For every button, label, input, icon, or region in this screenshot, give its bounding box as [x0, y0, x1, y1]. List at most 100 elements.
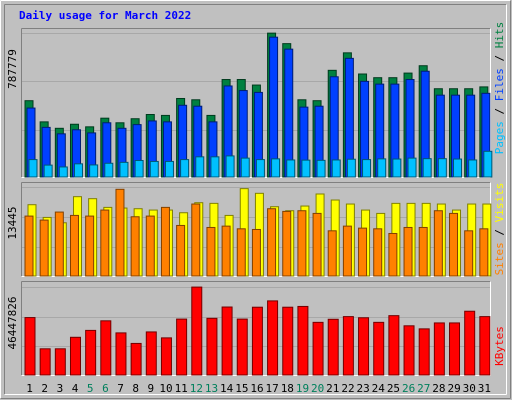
day-label: 24: [372, 382, 386, 395]
kbytes-bar: [479, 316, 491, 376]
label-hits: Hits: [493, 22, 506, 49]
bars-visitors: [24, 188, 492, 277]
sites-bar: [342, 225, 352, 277]
pages-bar: [331, 159, 341, 178]
sites-bar: [358, 227, 368, 277]
label-separator: /: [493, 48, 506, 68]
pages-bar: [104, 162, 114, 178]
day-label: 18: [281, 382, 294, 395]
pages-bar: [301, 159, 311, 178]
day-label: 3: [57, 382, 64, 395]
day-label: 17: [266, 382, 279, 395]
sites-bar: [267, 208, 277, 277]
kbytes-bar: [282, 306, 294, 376]
label-visits: Visits: [493, 183, 506, 223]
pages-bar: [453, 158, 463, 178]
label-kbytes: KBytes: [493, 326, 506, 366]
kbytes-bar: [267, 300, 279, 376]
sites-bar: [145, 215, 155, 277]
day-label: 20: [311, 382, 324, 395]
pages-bar: [164, 160, 174, 178]
pages-bar: [286, 159, 296, 178]
pages-bar: [58, 166, 68, 178]
kbytes-bar: [54, 348, 66, 376]
panel-max-label: 787779: [6, 49, 19, 89]
day-label: 15: [235, 382, 248, 395]
pages-bar: [134, 160, 144, 178]
pages-bar: [240, 157, 250, 178]
sites-bar: [297, 210, 307, 277]
label-files: Files: [493, 68, 506, 101]
day-label: 1: [26, 382, 33, 395]
day-label: 9: [148, 382, 155, 395]
sites-bar: [206, 226, 216, 277]
files-bar: [269, 36, 279, 178]
sites-bar: [464, 230, 474, 277]
kbytes-bar: [39, 348, 51, 376]
day-label: 28: [432, 382, 445, 395]
kbytes-bar: [115, 332, 127, 376]
pages-bar: [195, 156, 205, 178]
kbytes-bar: [85, 329, 97, 376]
frame-inner-bevel: [4, 4, 507, 395]
pages-bar: [362, 159, 372, 178]
label-pages: Pages: [493, 121, 506, 154]
kbytes-bar: [160, 337, 172, 376]
sites-bar: [236, 228, 246, 277]
pages-bar: [43, 164, 53, 178]
sites-bar: [403, 226, 413, 277]
bars-kbytes: [24, 286, 491, 376]
panel-visitors: 13445: [6, 182, 492, 277]
kbytes-bar: [342, 316, 354, 376]
sites-bar: [130, 216, 140, 277]
sites-bar: [449, 212, 459, 277]
pages-bar: [28, 159, 38, 178]
kbytes-bar: [191, 286, 203, 376]
requests-axis-label: Pages / Files / Hits: [493, 22, 506, 155]
sites-bar: [160, 206, 170, 277]
panel-requests: 787779: [6, 28, 493, 178]
pages-bar: [89, 164, 99, 178]
sites-bar: [418, 226, 428, 277]
sites-bar: [327, 230, 337, 277]
kbytes-bar: [221, 306, 233, 376]
day-label: 2: [41, 382, 48, 395]
kbytes-bar: [403, 325, 415, 376]
kbytes-bar: [130, 342, 142, 376]
sites-bar: [251, 228, 261, 277]
sites-bar: [85, 215, 95, 277]
label-separator: /: [493, 101, 506, 121]
pages-bar: [468, 159, 478, 178]
kbytes-bar: [251, 306, 263, 376]
day-label: 30: [463, 382, 476, 395]
kbytes-bar: [312, 321, 324, 376]
bars-requests: [24, 32, 493, 178]
kbytes-bar: [464, 310, 476, 376]
files-bar: [284, 48, 294, 178]
day-label: 10: [159, 382, 172, 395]
day-label: 7: [117, 382, 124, 395]
day-label: 27: [417, 382, 430, 395]
kbytes-bar: [358, 317, 370, 376]
pages-bar: [437, 158, 447, 178]
day-label: 21: [326, 382, 339, 395]
day-label: 6: [102, 382, 109, 395]
kbytes-bar: [24, 317, 36, 376]
day-label: 22: [341, 382, 354, 395]
kbytes-bar: [418, 328, 430, 376]
pages-bar: [73, 163, 83, 178]
sites-bar: [312, 212, 322, 277]
pages-bar: [422, 158, 432, 178]
kbytes-bar: [100, 320, 112, 376]
sites-bar: [100, 209, 110, 277]
kbytes-bar: [206, 317, 218, 376]
kbytes-bar: [327, 318, 339, 376]
pages-bar: [149, 160, 159, 178]
sites-bar: [24, 215, 34, 277]
kbytes-bar: [449, 322, 461, 376]
sites-bar: [191, 203, 201, 277]
sites-bar: [479, 228, 489, 277]
sites-bar: [433, 210, 443, 277]
day-label: 19: [296, 382, 309, 395]
kbytes-bar: [145, 331, 157, 376]
